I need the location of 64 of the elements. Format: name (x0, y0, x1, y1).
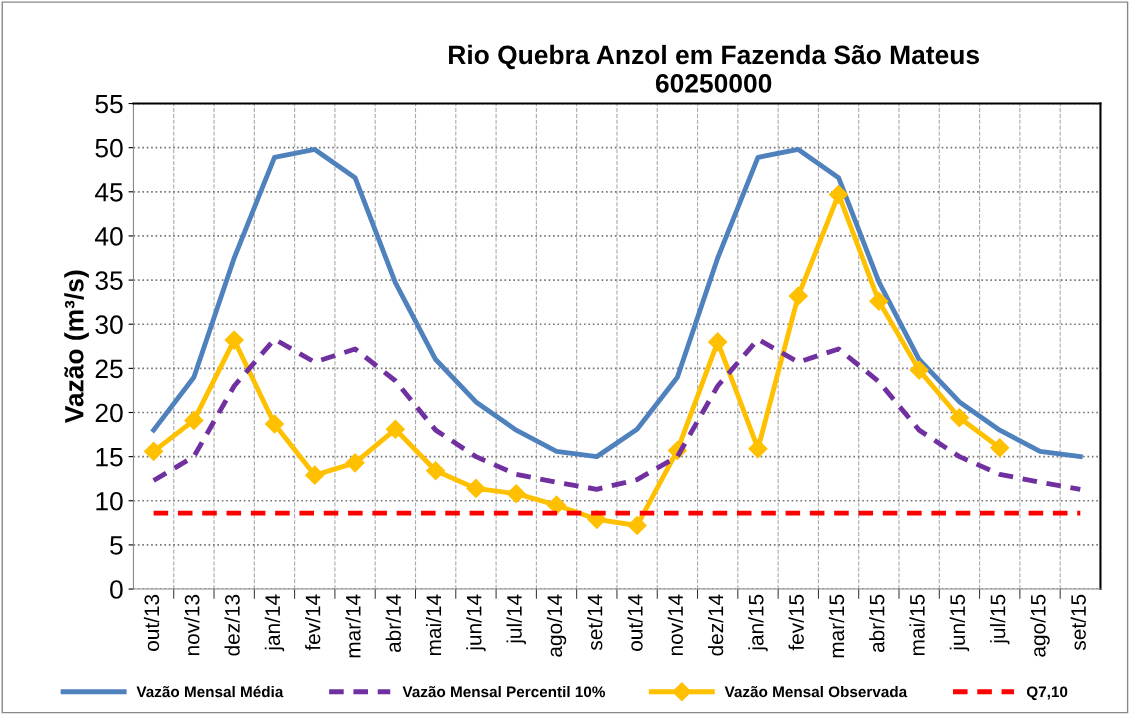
line-series (151, 336, 1083, 492)
legend-label: Vazão Mensal Média (136, 685, 284, 698)
y-tick-label: 15 (96, 448, 123, 467)
point (829, 184, 849, 204)
point (869, 291, 889, 311)
legend-label: Vazão Mensal Observada (724, 686, 908, 698)
x-tick-label: mar/14 (345, 594, 361, 658)
point (990, 438, 1010, 458)
point (708, 332, 728, 352)
x-tick-label: jun/14 (466, 594, 486, 652)
y-tick-label: 50 (95, 138, 123, 158)
y-tick-label: 25 (95, 359, 123, 379)
point (627, 515, 647, 536)
x-tick-label: mar/15 (828, 594, 845, 658)
legend-label: Q7,10 (1026, 686, 1068, 701)
point (224, 330, 244, 350)
y-tick-label: 45 (94, 183, 123, 202)
x-tick-label: ago/15 (1030, 594, 1050, 657)
point (748, 439, 768, 459)
x-tick-label: jun/15 (949, 594, 970, 652)
x-tick-label: jan/15 (748, 594, 768, 652)
point (345, 453, 365, 473)
x-tick-label: out/14 (627, 594, 643, 651)
point (305, 465, 325, 485)
x-tick-label: jul/14 (506, 594, 526, 645)
point (264, 414, 285, 434)
point (949, 408, 969, 428)
point (385, 419, 405, 439)
x-tick-label: set/15 (1070, 594, 1086, 651)
y-tick-label: 5 (110, 536, 123, 555)
point (788, 286, 808, 306)
x-tick-label: mai/14 (425, 594, 442, 656)
y-tick-label: 30 (95, 315, 123, 335)
legend-label: Vazão Mensal Percentil 10% (402, 686, 606, 698)
point (506, 484, 526, 504)
x-tick-label: abr/15 (869, 594, 885, 653)
x-tick-label: fev/15 (788, 594, 804, 651)
x-tick-label: nov/13 (184, 594, 200, 656)
x-tick-label: out/13 (143, 594, 160, 651)
y-tick-label: 35 (95, 271, 123, 290)
x-tick-label: nov/14 (667, 594, 683, 656)
point (546, 495, 567, 515)
x-tick-label: mai/15 (909, 594, 925, 656)
point (909, 360, 929, 380)
point (184, 410, 204, 430)
y-tick-label: 55 (95, 94, 123, 114)
point (466, 478, 486, 498)
x-tick-label: jul/15 (990, 594, 1010, 645)
x-tick-label: dez/14 (707, 594, 724, 656)
point (426, 461, 446, 481)
y-tick-label: 10 (96, 491, 123, 511)
line-series (151, 147, 1083, 460)
y-tick-label: 0 (110, 580, 123, 599)
y-tick-label: 40 (94, 227, 123, 246)
y-axis-title: Vazão (m³/s) (64, 270, 89, 424)
x-tick-label: ago/14 (546, 594, 567, 657)
x-tick-label: set/14 (587, 594, 603, 651)
chart-title: Rio Quebra Anzol em Fazenda São Mateus 60250000 (449, 44, 979, 93)
x-tick-label: jan/14 (264, 594, 285, 652)
x-tick-label: abr/14 (385, 594, 401, 653)
x-tick-label: fev/14 (305, 594, 321, 651)
x-tick-label: dez/13 (224, 594, 240, 656)
y-tick-label: 20 (95, 403, 123, 423)
point (144, 441, 164, 461)
